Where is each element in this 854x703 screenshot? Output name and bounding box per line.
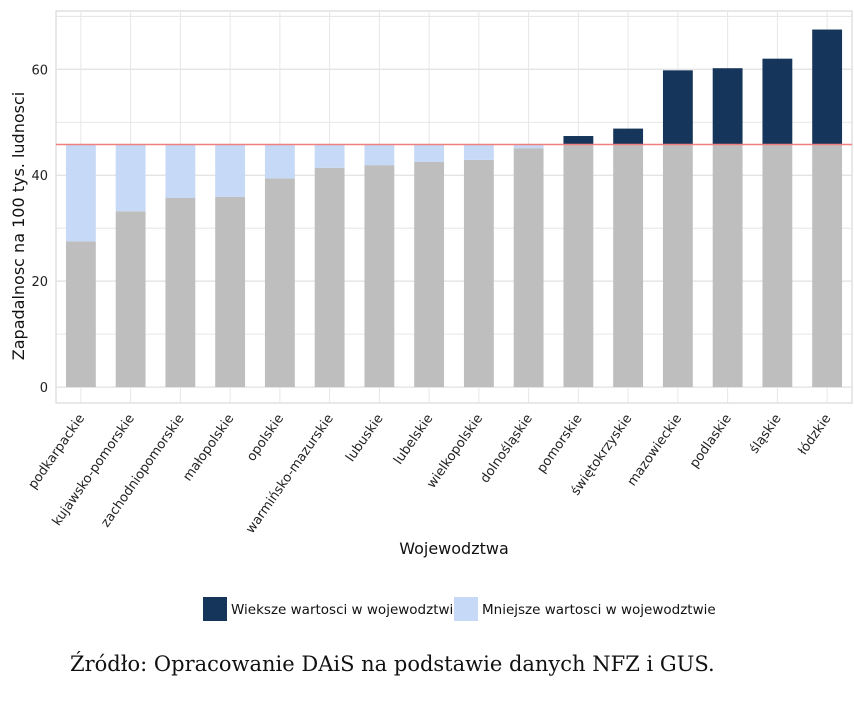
x-tick-label: pomorskie [534,412,585,476]
y-tick-labels: 0 20 40 60 [31,63,48,396]
y-tick-label: 0 [40,381,48,396]
bar-above-segment [712,68,743,145]
x-tick-label: łódzkie [796,412,835,458]
bar-base [165,197,196,388]
bar-base [513,148,544,388]
bar-base [812,144,843,388]
x-tick-label: zachodniopomorskie [98,412,187,531]
source-note: Źródło: Opracowanie DAiS na podstawie da… [70,652,715,676]
y-tick-label: 60 [31,63,48,78]
bar-base [115,211,146,388]
x-tick-label: lubuskie [343,412,386,465]
legend-swatch-below [454,597,478,621]
bar-below-segment [115,144,146,212]
chart: 0 20 40 60 podkarpackiekujawsko-pomorskieza… [9,10,853,621]
bar-base [215,196,246,388]
bar-base [662,144,693,388]
y-axis-title: Zapadalnosc na 100 tys. ludnosci [9,92,28,360]
bar-above-segment [613,128,644,145]
legend-swatch-above [203,597,227,621]
x-tick-labels: podkarpackiekujawsko-pomorskiezachodniop… [26,412,835,537]
bar-base [65,241,96,388]
bar-above-segment [762,58,793,145]
bar-below-segment [215,144,246,197]
bar-base [314,167,345,388]
bar-below-segment [314,144,345,168]
legend-label-above: Wieksze wartosci w wojewodztwie [231,602,462,618]
bars-layer [65,29,843,388]
bar-below-segment [264,144,295,179]
bar-base [364,165,395,388]
x-tick-label: małopolskie [180,412,237,485]
x-axis-title: Wojewodztwa [399,539,509,558]
x-tick-label: śląskie [747,412,785,457]
bar-below-segment [463,144,494,160]
bar-base [712,144,743,388]
x-tick-label: podlaskie [687,412,735,471]
x-tick-label: mazowieckie [625,412,685,489]
bar-below-segment [414,144,445,162]
x-tick-label: warmińsko-mazurskie [243,412,337,537]
bar-base [762,144,793,388]
bar-above-segment [662,70,693,145]
x-tick-label: dolnośląskie [478,412,536,486]
x-tick-label: lubelskie [391,412,436,468]
bar-below-segment [65,144,96,242]
bar-base [264,178,295,388]
bar-base [414,161,445,388]
legend: Wieksze wartosci w wojewodztwie Mniejsze… [203,597,716,621]
y-tick-label: 20 [31,275,48,290]
y-tick-label: 40 [31,169,48,184]
legend-label-below: Mniejsze wartosci w wojewodztwie [482,602,716,618]
bar-below-segment [165,144,196,198]
panel-border [55,10,853,404]
bar-above-segment [563,136,594,145]
bar-base [613,144,644,388]
bar-base [463,159,494,388]
bar-above-segment [812,29,843,145]
bar-below-segment [364,144,395,166]
bar-base [563,144,594,388]
bar-below-segment [513,144,544,149]
x-tick-label: opolskie [244,412,287,465]
